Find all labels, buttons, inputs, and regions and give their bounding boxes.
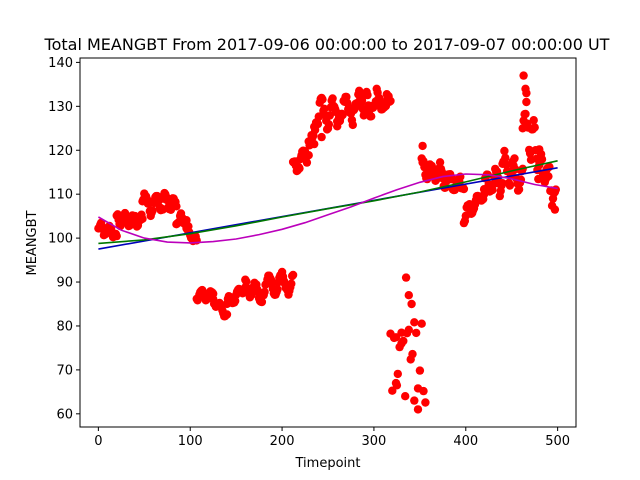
data-point [401, 392, 410, 401]
data-point [375, 94, 384, 103]
data-point [357, 96, 367, 105]
data-point [318, 95, 327, 104]
data-point [412, 328, 421, 338]
data-point [320, 104, 329, 114]
data-point [407, 299, 416, 309]
scatter-points [94, 71, 560, 414]
plot-frame [79, 57, 577, 428]
data-point [304, 137, 313, 146]
data-point [348, 120, 357, 130]
data-point [314, 112, 323, 121]
y-tick-label: 140 [48, 56, 73, 71]
data-point [551, 185, 560, 194]
data-point [112, 231, 121, 241]
data-point [514, 185, 524, 194]
data-point [500, 146, 509, 156]
data-point [544, 172, 553, 181]
cubic-fit-line [98, 173, 558, 244]
data-point [550, 205, 560, 214]
data-point [273, 285, 282, 294]
data-point [288, 270, 298, 280]
data-point [521, 109, 530, 119]
data-point [172, 202, 181, 211]
data-point [505, 181, 515, 190]
data-point [510, 154, 519, 163]
data-point [410, 396, 419, 405]
y-tick-label: 100 [48, 232, 73, 247]
data-point [242, 277, 251, 286]
data-point [408, 349, 417, 359]
data-point [522, 97, 531, 107]
data-point [302, 158, 312, 167]
data-point [404, 325, 413, 334]
data-point [501, 153, 510, 162]
data-point [391, 378, 401, 388]
x-tick-label: 500 [545, 434, 570, 449]
data-point [415, 366, 425, 375]
data-point [325, 111, 334, 120]
data-point [260, 287, 269, 297]
data-point [502, 160, 511, 169]
y-tick-label: 70 [56, 363, 73, 378]
x-tick-label: 200 [270, 434, 295, 449]
y-tick-label: 90 [56, 276, 73, 291]
x-tick-label: 400 [453, 434, 478, 449]
y-tick-label: 120 [48, 144, 73, 159]
fit-lines [98, 160, 558, 250]
data-point [529, 116, 538, 125]
data-point [397, 339, 406, 348]
data-point [418, 141, 427, 151]
data-point [522, 88, 531, 98]
data-point [537, 155, 547, 164]
data-point [304, 151, 313, 160]
data-point [367, 112, 376, 121]
data-point [498, 179, 507, 188]
x-axis-ticks: 0 100 200 300 400 500 [94, 427, 570, 449]
y-axis-ticks: 60 70 80 90 100 110 120 130 140 [48, 56, 80, 422]
data-point [419, 386, 428, 396]
x-tick-label: 0 [94, 434, 102, 449]
y-axis-label: MEANGBT [25, 210, 40, 275]
x-axis-label: Timepoint [295, 456, 361, 471]
data-point [317, 132, 326, 142]
chart-title: Total MEANGBT From 2017-09-06 00:00:00 t… [44, 35, 610, 54]
data-point [363, 90, 372, 100]
data-point [459, 184, 469, 194]
y-tick-label: 130 [48, 100, 73, 115]
data-point [313, 119, 323, 129]
data-point [404, 291, 413, 300]
data-point [530, 123, 539, 132]
data-point [413, 405, 423, 414]
data-point [338, 110, 347, 120]
data-point [401, 273, 411, 282]
data-point [393, 369, 402, 379]
data-point [410, 318, 419, 327]
data-point [222, 310, 232, 319]
data-point [138, 214, 147, 223]
y-tick-label: 110 [48, 188, 73, 203]
x-tick-label: 300 [362, 434, 387, 449]
data-point [148, 206, 157, 215]
y-tick-label: 80 [56, 319, 73, 334]
data-point [435, 158, 445, 167]
y-tick-label: 60 [56, 407, 73, 422]
data-point [324, 120, 334, 129]
data-point [295, 164, 304, 173]
data-point [437, 167, 447, 176]
data-point [328, 94, 337, 103]
quadratic-fit-line [98, 160, 558, 245]
data-point [257, 297, 267, 307]
data-point [421, 398, 430, 407]
x-tick-label: 100 [178, 434, 203, 449]
data-point [417, 319, 426, 328]
data-point [391, 333, 401, 342]
data-point [287, 279, 296, 288]
data-point [386, 96, 395, 106]
data-point [519, 71, 528, 80]
